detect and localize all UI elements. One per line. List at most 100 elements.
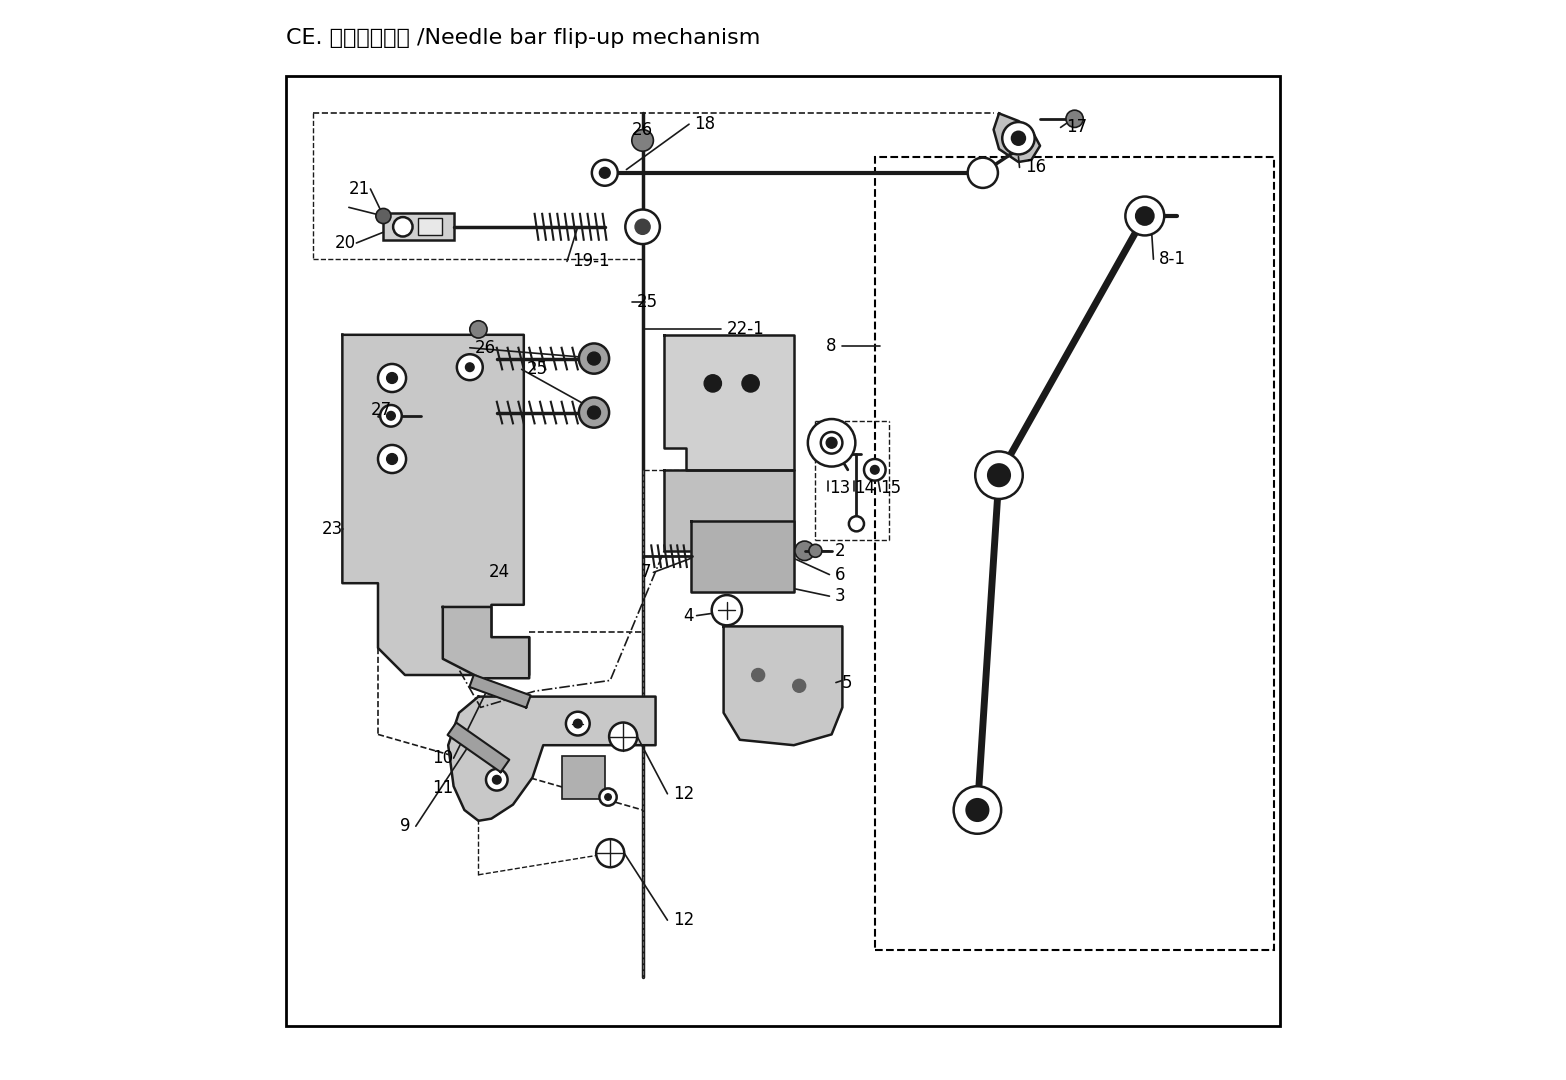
Circle shape [387,373,398,383]
Circle shape [457,354,482,380]
Circle shape [796,541,814,561]
Text: 3: 3 [835,588,846,605]
Polygon shape [723,626,843,745]
Polygon shape [343,335,529,675]
Circle shape [705,375,722,392]
Circle shape [485,769,507,791]
Circle shape [742,375,760,392]
Bar [875,157,1275,950]
Text: 8-1: 8-1 [1159,251,1185,268]
Circle shape [597,839,625,867]
Circle shape [565,712,590,735]
Circle shape [587,352,600,365]
Circle shape [381,405,402,427]
Text: 14: 14 [855,480,875,497]
Circle shape [600,167,611,178]
Text: 24: 24 [489,564,511,581]
Text: 25: 25 [528,361,548,378]
Text: 12: 12 [673,785,694,802]
Circle shape [376,208,392,224]
Polygon shape [664,335,794,470]
Text: 15: 15 [880,480,902,497]
Text: 2: 2 [835,542,846,559]
Text: 18: 18 [694,116,716,133]
Text: 17: 17 [1066,119,1087,136]
Circle shape [821,432,843,454]
Text: 9: 9 [399,818,410,835]
Text: 10: 10 [432,750,453,767]
Circle shape [864,459,886,481]
Polygon shape [470,675,531,707]
Circle shape [470,321,487,338]
Circle shape [1126,197,1164,235]
Bar [287,76,1279,1026]
Polygon shape [448,723,509,772]
Bar [418,218,442,235]
Circle shape [849,516,864,531]
Circle shape [631,130,653,151]
Text: CE. 针杆变位机构 /Needle bar flip-up mechanism: CE. 针杆变位机构 /Needle bar flip-up mechanism [287,28,761,48]
Text: 4: 4 [684,607,694,624]
Circle shape [600,788,617,806]
Circle shape [617,731,628,742]
Text: 19-1: 19-1 [573,253,611,270]
Bar [384,213,454,240]
Circle shape [720,604,733,617]
Polygon shape [664,470,794,551]
Text: 25: 25 [637,294,658,311]
Text: 11: 11 [432,780,453,797]
Circle shape [387,454,398,464]
Circle shape [976,451,1023,499]
Circle shape [492,775,501,784]
Circle shape [968,158,998,188]
Circle shape [609,723,637,751]
Text: 16: 16 [1024,159,1046,176]
Circle shape [988,464,1010,486]
Circle shape [808,419,855,467]
Circle shape [465,363,474,372]
Circle shape [579,397,609,428]
Text: 13: 13 [830,480,850,497]
Text: 7: 7 [640,564,651,581]
Polygon shape [993,113,1040,162]
Circle shape [752,669,764,681]
Circle shape [592,160,617,186]
Circle shape [387,411,395,420]
Circle shape [711,595,742,625]
Circle shape [587,406,600,419]
Circle shape [792,679,805,692]
Polygon shape [443,607,529,678]
Circle shape [377,445,406,473]
Text: 22-1: 22-1 [727,321,764,338]
Circle shape [871,465,879,474]
Circle shape [573,719,583,728]
Circle shape [625,210,659,244]
Text: 26: 26 [474,339,496,356]
Circle shape [377,364,406,392]
Text: 12: 12 [673,912,694,929]
Text: 23: 23 [323,521,343,538]
Polygon shape [691,521,794,592]
Circle shape [579,343,609,374]
Bar [562,756,604,799]
Text: 26: 26 [631,121,653,138]
Text: 8: 8 [827,337,836,354]
Text: 20: 20 [335,234,355,252]
Circle shape [393,217,412,237]
Circle shape [1012,132,1024,145]
Circle shape [954,786,1001,834]
Text: 6: 6 [835,566,846,583]
Circle shape [1002,122,1035,154]
Text: 21: 21 [349,180,370,198]
Polygon shape [448,697,656,821]
Circle shape [827,437,836,448]
Circle shape [636,219,650,234]
Circle shape [966,799,988,821]
Circle shape [1066,110,1084,127]
Circle shape [604,794,611,800]
Circle shape [1137,207,1154,225]
Circle shape [604,848,615,859]
Text: 5: 5 [841,674,852,691]
Text: 27: 27 [371,402,392,419]
Circle shape [810,544,822,557]
